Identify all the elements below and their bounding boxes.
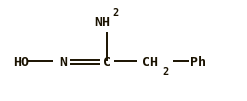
Text: Ph: Ph — [190, 56, 206, 69]
Text: C: C — [103, 56, 111, 69]
Text: HO: HO — [14, 56, 30, 69]
Text: CH: CH — [142, 56, 158, 69]
Text: 2: 2 — [162, 67, 168, 77]
Text: 2: 2 — [112, 8, 119, 18]
Text: N: N — [59, 56, 67, 69]
Text: NH: NH — [94, 16, 110, 29]
